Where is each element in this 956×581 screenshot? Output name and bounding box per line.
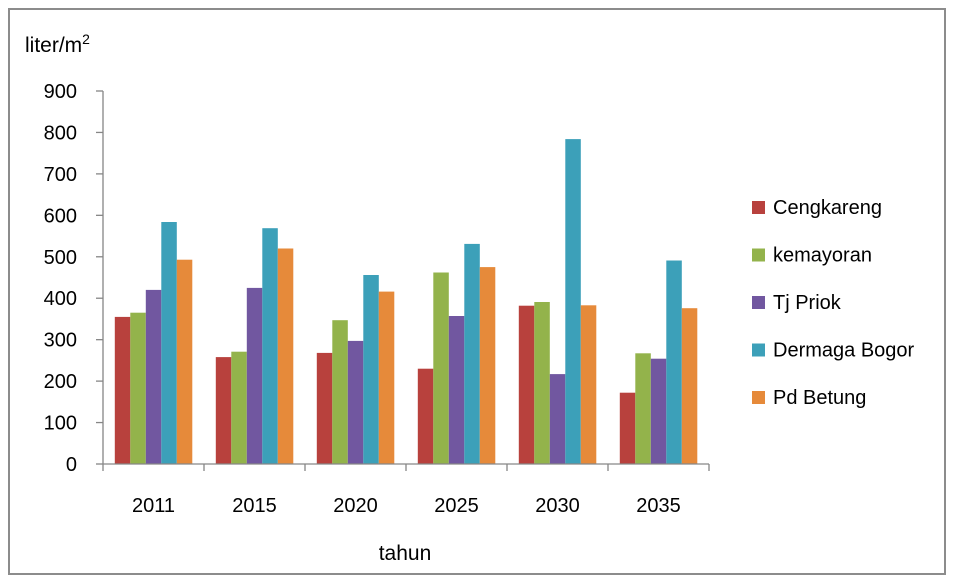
x-tick-label: 2020 — [333, 495, 378, 517]
legend-label-pd-betung: Pd Betung — [773, 387, 866, 409]
legend-swatch-pd-betung — [752, 391, 765, 404]
bars-layer — [114, 139, 698, 464]
y-axis-label: liter/m2 — [25, 31, 90, 57]
x-tick-label: 2015 — [232, 495, 277, 517]
bar-tj-priok-2020 — [347, 340, 364, 464]
bar-pd-betung-2011 — [176, 259, 193, 464]
bar-pd-betung-2020 — [378, 291, 395, 464]
y-tick-label: 400 — [44, 288, 77, 310]
y-ticks-layer: 0 100 200 300 400 500 600 700 800 900 — [44, 81, 103, 476]
legend-swatch-tj-priok — [752, 296, 765, 309]
bar-tj-priok-2011 — [145, 289, 162, 464]
bar-cengkareng-2011 — [114, 316, 131, 464]
bar-kemayoran-2015 — [231, 351, 247, 464]
y-tick-label: 800 — [44, 122, 77, 144]
x-tick-label: 2025 — [434, 495, 479, 517]
bar-dermaga-bogor-2025 — [464, 243, 480, 464]
legend-label-cengkareng: Cengkareng — [773, 197, 882, 219]
x-axis-label: tahun — [379, 542, 432, 565]
legend-swatch-cengkareng — [752, 201, 765, 214]
x-tick-label: 2030 — [535, 495, 580, 517]
x-tick-label: 2035 — [636, 495, 681, 517]
bar-dermaga-bogor-2030 — [565, 139, 581, 464]
bar-kemayoran-2020 — [332, 320, 348, 464]
bar-tj-priok-2030 — [549, 374, 566, 464]
legend-swatch-dermaga-bogor — [752, 343, 765, 357]
legend-swatch-kemayoran — [752, 248, 765, 262]
bar-kemayoran-2025 — [433, 272, 449, 464]
bar-tj-priok-2025 — [448, 316, 465, 464]
y-tick-label: 700 — [44, 164, 77, 186]
y-tick-label: 600 — [44, 205, 77, 227]
bar-cengkareng-2025 — [417, 368, 434, 464]
y-tick-label: 100 — [44, 413, 77, 435]
bar-pd-betung-2035 — [681, 308, 698, 464]
bar-kemayoran-2011 — [130, 312, 146, 464]
bar-cengkareng-2015 — [215, 357, 232, 464]
x-ticks-layer: 2011 2015 2020 2025 2030 2035 — [102, 464, 710, 517]
bar-tj-priok-2035 — [650, 358, 667, 464]
bar-kemayoran-2030 — [534, 302, 550, 464]
x-tick-label: 2011 — [132, 495, 175, 517]
legend-label-tj-priok: Tj Priok — [773, 292, 842, 314]
y-tick-label: 200 — [44, 371, 77, 393]
legend-label-dermaga-bogor: Dermaga Bogor — [773, 340, 915, 362]
bar-cengkareng-2030 — [518, 305, 535, 464]
y-tick-label: 500 — [44, 247, 77, 269]
legend: Cengkareng kemayoran Tj Priok Dermaga Bogor… — [752, 197, 915, 409]
y-tick-label: 300 — [44, 330, 77, 352]
bar-tj-priok-2015 — [246, 287, 263, 464]
bar-pd-betung-2025 — [479, 267, 496, 464]
y-tick-label: 0 — [66, 454, 77, 476]
bar-dermaga-bogor-2011 — [161, 222, 177, 464]
axes-layer — [102, 91, 709, 465]
legend-label-kemayoran: kemayoran — [773, 245, 872, 267]
bar-dermaga-bogor-2020 — [363, 275, 379, 464]
bar-cengkareng-2020 — [316, 352, 333, 464]
bar-dermaga-bogor-2035 — [666, 260, 682, 464]
bar-pd-betung-2015 — [277, 248, 294, 464]
y-tick-label: 900 — [44, 81, 77, 103]
bar-kemayoran-2035 — [635, 353, 651, 464]
bar-pd-betung-2030 — [580, 305, 597, 464]
bar-cengkareng-2035 — [619, 392, 636, 464]
bar-dermaga-bogor-2015 — [262, 228, 278, 464]
